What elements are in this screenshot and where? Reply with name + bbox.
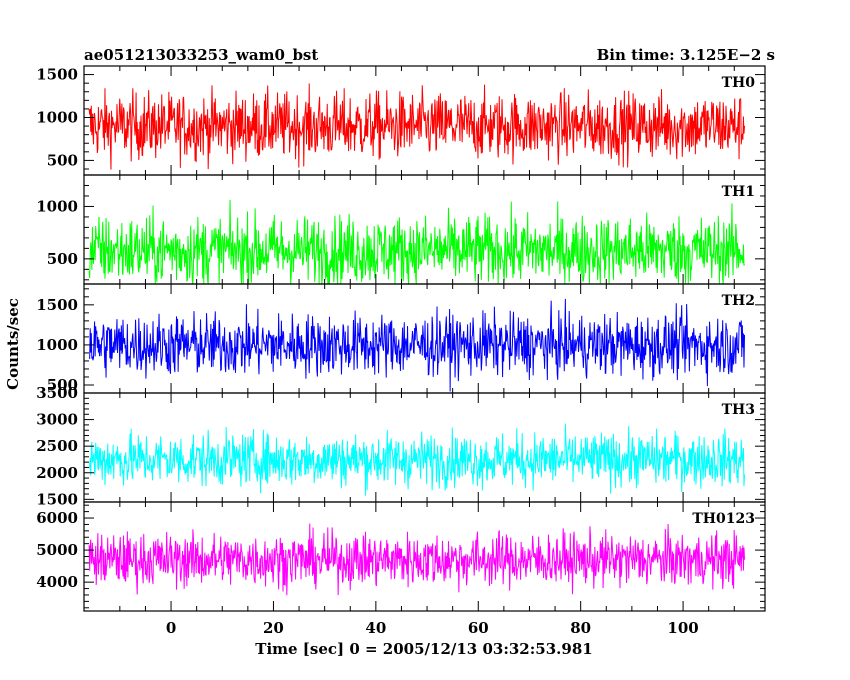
x-axis-label: Time [sec] 0 = 2005/12/13 03:32:53.981 <box>255 640 592 658</box>
chart-title-right: Bin time: 3.125E−2 s <box>597 46 775 64</box>
series-th2 <box>88 298 746 392</box>
y-tick-label: 1000 <box>36 197 78 215</box>
panel-th0123: 4000 5000 6000 TH0123 <box>36 501 766 612</box>
y-tick-label: 1500 <box>36 490 78 508</box>
y-tick-label: 5000 <box>36 541 78 559</box>
y-tick-label: 1500 <box>36 296 78 314</box>
panel-th3: 1500 2000 2500 3000 3500 TH3 <box>36 384 766 508</box>
panel-th2: 500 1000 1500 TH2 <box>36 283 766 394</box>
y-tick-label: 3500 <box>36 384 78 402</box>
y-tick-label: 1500 <box>36 66 78 84</box>
panel-label-th0123: TH0123 <box>692 511 755 527</box>
y-tick-label: 2500 <box>36 437 78 455</box>
x-tick-label: 20 <box>263 619 284 637</box>
x-tick-label: 60 <box>468 619 489 637</box>
x-axis: 0 20 40 60 80 100 <box>166 619 699 637</box>
x-tick-label: 100 <box>667 619 698 637</box>
y-tick-label: 6000 <box>36 509 78 527</box>
y-tick-label: 500 <box>47 250 78 268</box>
series-th0 <box>88 83 746 170</box>
x-tick-label: 40 <box>365 619 386 637</box>
y-tick-label: 500 <box>47 151 78 169</box>
y-tick-label: 3000 <box>36 411 78 429</box>
panel-label-th1: TH1 <box>722 184 755 200</box>
series-th3 <box>88 423 746 496</box>
panel-label-th0: TH0 <box>722 75 756 91</box>
panels-group: 500 1000 1500 TH0 500 1000 TH1 500 1000 1500 TH2 15… <box>36 65 766 612</box>
series-th1 <box>88 199 745 284</box>
series-th0123 <box>88 523 746 596</box>
y-axis-label: Counts/sec <box>4 298 22 390</box>
panel-th0: 500 1000 1500 TH0 <box>36 65 766 176</box>
x-tick-label: 80 <box>570 619 591 637</box>
y-tick-label: 4000 <box>36 573 78 591</box>
x-tick-label: 0 <box>166 619 176 637</box>
panel-th1: 500 1000 TH1 <box>36 174 766 285</box>
y-tick-label: 2000 <box>36 464 78 482</box>
chart-title-left: ae051213033253_wam0_bst <box>84 46 318 64</box>
panel-label-th3: TH3 <box>722 402 755 418</box>
y-tick-label: 500 <box>47 376 78 394</box>
y-tick-label: 1000 <box>36 336 78 354</box>
panel-label-th2: TH2 <box>722 293 755 309</box>
y-tick-label: 1000 <box>36 108 78 126</box>
